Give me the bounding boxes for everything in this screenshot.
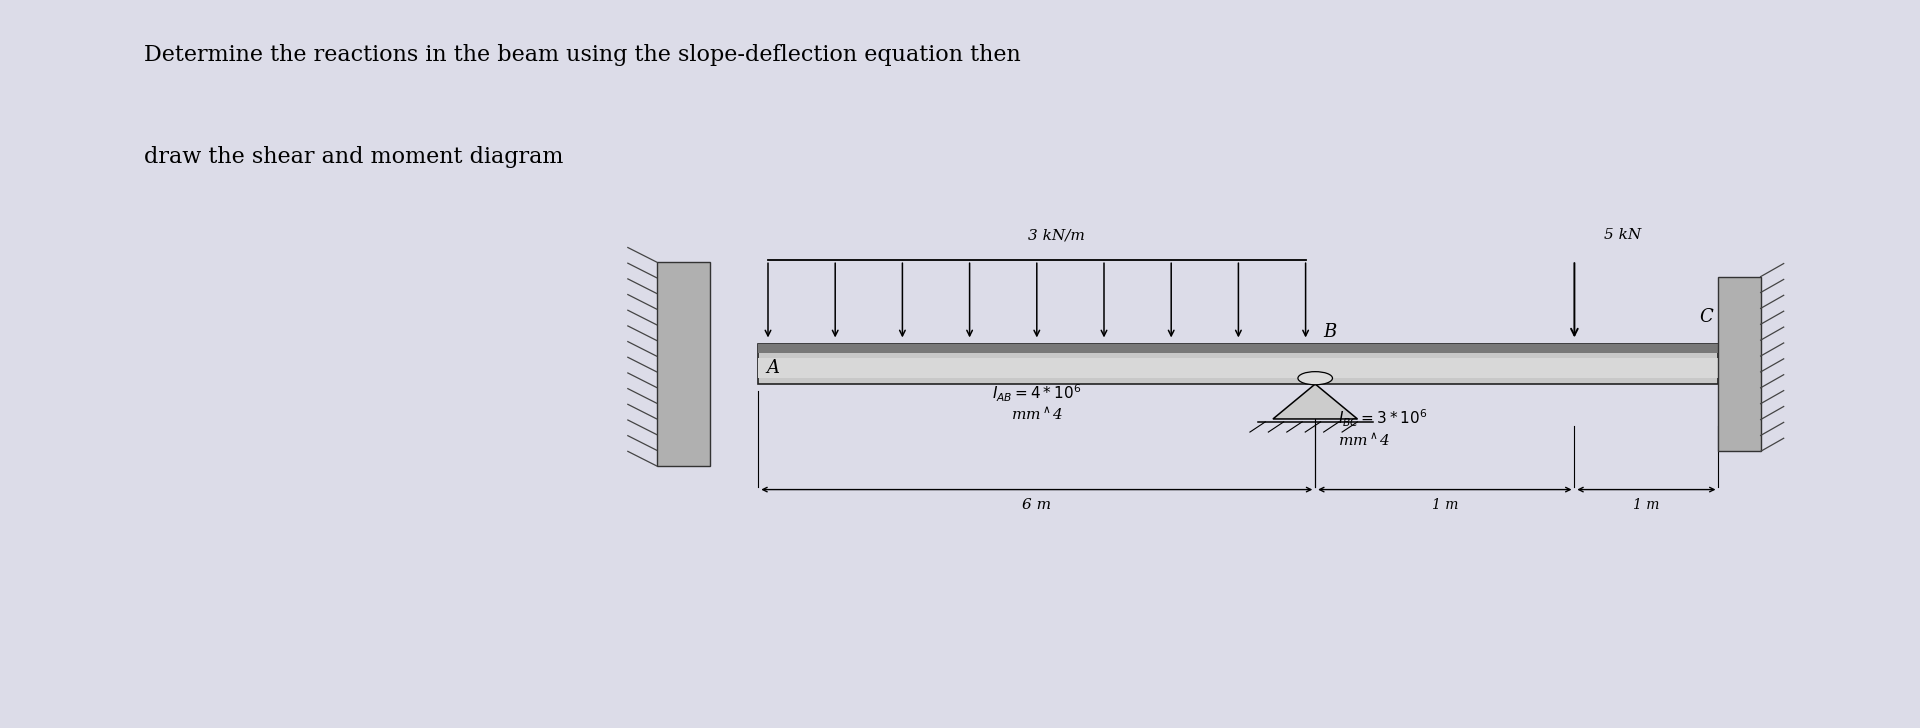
Bar [1718, 277, 1761, 451]
Text: 5 kN: 5 kN [1603, 228, 1642, 242]
Bar [758, 344, 1718, 384]
Text: 1 m: 1 m [1634, 498, 1659, 513]
Text: B: B [1323, 323, 1336, 341]
Text: 6 m: 6 m [1021, 498, 1052, 513]
Bar [758, 358, 1718, 378]
Text: C: C [1699, 308, 1713, 326]
Text: draw the shear and moment diagram: draw the shear and moment diagram [144, 146, 563, 167]
Text: $I_{AB} = 4*10^6$
mm$^\wedge$4: $I_{AB} = 4*10^6$ mm$^\wedge$4 [993, 382, 1081, 423]
Text: Determine the reactions in the beam using the slope-deflection equation then: Determine the reactions in the beam usin… [144, 44, 1021, 66]
Bar [657, 262, 710, 466]
Polygon shape [1273, 384, 1357, 419]
Text: $I_{BC} = 3*10^6$
mm$^\wedge$4: $I_{BC} = 3*10^6$ mm$^\wedge$4 [1338, 408, 1428, 448]
Text: 3 kN/m: 3 kN/m [1027, 228, 1085, 242]
Circle shape [1298, 371, 1332, 384]
Text: A: A [766, 359, 780, 376]
Bar [758, 344, 1718, 353]
Text: 1 m: 1 m [1432, 498, 1457, 513]
